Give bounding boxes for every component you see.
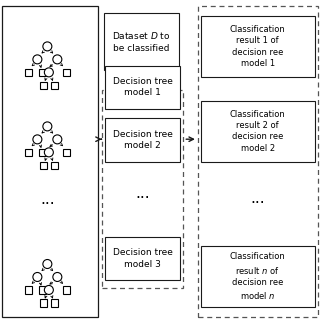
Circle shape [53, 135, 62, 144]
Bar [39, 286, 46, 294]
Bar [51, 299, 58, 307]
Bar [201, 16, 315, 77]
Circle shape [33, 273, 42, 282]
Text: Classification
result 1 of
decision ree
model 1: Classification result 1 of decision ree … [230, 25, 286, 68]
Bar [105, 237, 180, 280]
Text: ...: ... [135, 186, 150, 201]
Text: Dataset $D$ to
be classified: Dataset $D$ to be classified [112, 30, 171, 53]
Bar [40, 82, 47, 89]
Text: Classification
result 2 of
decision ree
model 2: Classification result 2 of decision ree … [230, 109, 286, 153]
Bar [104, 13, 179, 70]
Circle shape [44, 68, 53, 77]
Bar [39, 148, 46, 156]
Bar [25, 148, 32, 156]
Circle shape [43, 260, 52, 268]
Bar [40, 299, 47, 307]
Bar [25, 68, 32, 76]
Bar [40, 162, 47, 169]
Circle shape [33, 135, 42, 144]
Text: Decision tree
model 3: Decision tree model 3 [113, 248, 172, 268]
Bar [105, 66, 180, 109]
Bar [63, 286, 70, 294]
Bar [39, 68, 46, 76]
Bar [201, 101, 315, 162]
Circle shape [53, 55, 62, 64]
Text: ...: ... [250, 191, 265, 206]
Bar [201, 246, 315, 307]
Bar [102, 90, 183, 288]
Text: Decision tree
model 2: Decision tree model 2 [113, 130, 172, 150]
Circle shape [44, 285, 53, 294]
Circle shape [33, 55, 42, 64]
Circle shape [43, 122, 52, 131]
Bar [63, 68, 70, 76]
Bar [25, 286, 32, 294]
Bar [198, 6, 318, 317]
Text: Classification
result $n$ of
decision ree
model $n$: Classification result $n$ of decision re… [230, 252, 286, 301]
Bar [105, 118, 180, 162]
Text: ...: ... [41, 193, 55, 207]
Circle shape [53, 273, 62, 282]
Circle shape [44, 148, 53, 157]
Bar [51, 82, 58, 89]
Bar [63, 148, 70, 156]
Bar [51, 162, 58, 169]
Bar [2, 6, 98, 317]
Text: Decision tree
model 1: Decision tree model 1 [113, 77, 172, 97]
Circle shape [43, 42, 52, 51]
